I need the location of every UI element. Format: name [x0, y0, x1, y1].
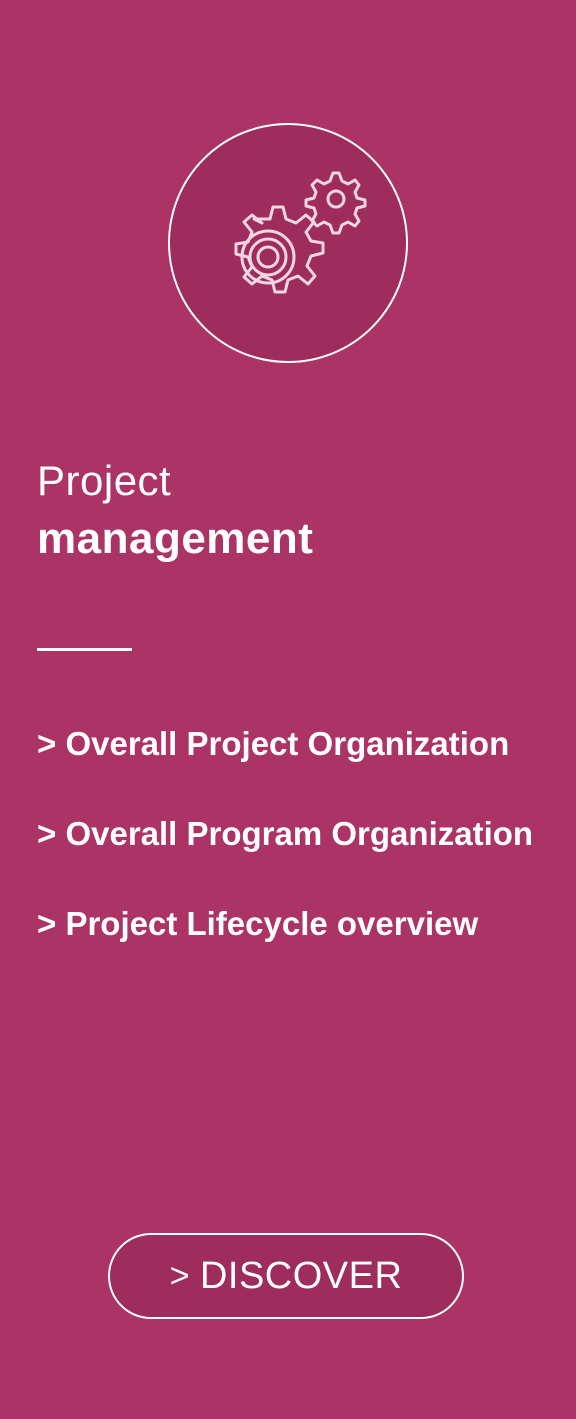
link-project-lifecycle-overview[interactable]: > Project Lifecycle overview [37, 905, 479, 942]
discover-button-label: DISCOVER [199, 1254, 403, 1297]
topic-link-list: > Overall Project Organization > Overall… [37, 714, 537, 954]
title-line-1: Project [37, 457, 172, 504]
chevron-right-icon: > [169, 1256, 190, 1295]
title-line-2: management [37, 514, 314, 563]
divider [37, 648, 132, 651]
link-overall-program-organization[interactable]: > Overall Program Organization [37, 815, 534, 852]
icon-circle [168, 123, 408, 363]
discover-button[interactable]: > DISCOVER [108, 1233, 464, 1319]
gears-icon [234, 171, 367, 294]
link-overall-project-organization[interactable]: > Overall Project Organization [37, 725, 510, 762]
card-title: Project management [37, 452, 313, 568]
